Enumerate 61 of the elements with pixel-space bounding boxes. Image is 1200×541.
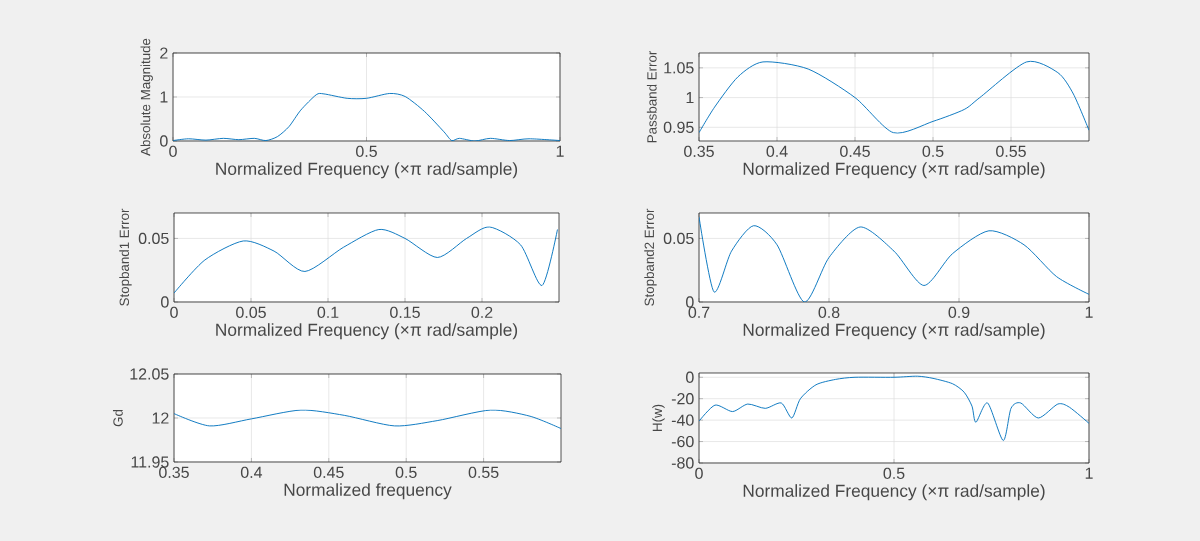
- line-series: [174, 409, 561, 430]
- y-tick-label: 0.05: [138, 232, 169, 245]
- x-axis-title: Normalized Frequency (×π rad/sample): [743, 162, 1045, 179]
- x-tick-label: 0.1: [317, 306, 339, 319]
- y-tick-label: -40: [671, 414, 694, 426]
- y-axis-title: Passband Error: [646, 50, 657, 143]
- x-tick-label: 0.8: [818, 306, 840, 319]
- y-tick-label: 12.05: [130, 368, 169, 380]
- y-tick-label: 1.05: [664, 62, 694, 74]
- y-tick-label: 0: [161, 296, 169, 308]
- y-tick-label: 11.95: [131, 456, 169, 468]
- x-tick-label: 0.4: [766, 145, 788, 158]
- x-tick-label: 0.4: [240, 466, 263, 479]
- y-tick-label: -20: [671, 393, 694, 405]
- line-series: [699, 216, 1089, 302]
- y-tick-label: 0: [686, 371, 694, 383]
- x-tick-label: 1: [1085, 306, 1093, 318]
- x-tick-label: 0: [170, 306, 178, 319]
- y-axis-title: Absolute Magnitude: [140, 38, 153, 156]
- x-tick-label: 0.7: [688, 306, 710, 319]
- x-tick-label: 0.55: [996, 145, 1026, 158]
- y-axis-title: H(w): [652, 404, 665, 431]
- x-tick-label: 0.2: [471, 306, 493, 319]
- x-tick-label: 0: [169, 145, 177, 158]
- y-axis-title: Gd: [112, 409, 123, 427]
- line-series: [699, 375, 1089, 441]
- x-tick-label: 0.45: [840, 145, 870, 158]
- y-tick-label: -80: [671, 457, 694, 469]
- y-tick-label: 0.05: [663, 232, 694, 245]
- line-series: [173, 92, 560, 141]
- y-tick-label: 0: [686, 296, 694, 308]
- x-axis-title: Normalized Frequency (×π rad/sample): [216, 162, 518, 179]
- x-tick-label: 0.35: [159, 466, 189, 479]
- x-tick-label: 0.15: [390, 306, 420, 319]
- x-tick-label: 0: [695, 467, 703, 480]
- x-tick-label: 0.9: [948, 306, 970, 319]
- y-tick-label: 0.95: [663, 121, 694, 133]
- y-tick-label: 12: [152, 412, 169, 424]
- x-tick-label: 1: [556, 145, 564, 157]
- y-axis-title: Stopband1 Error: [119, 208, 132, 306]
- x-tick-label: 0.5: [883, 467, 905, 480]
- line-series: [174, 226, 558, 294]
- x-tick-label: 0.5: [922, 145, 944, 158]
- x-tick-label: 0.55: [468, 466, 499, 479]
- x-axis-title: Normalized frequency: [284, 483, 452, 500]
- y-tick-label: 2: [160, 47, 168, 59]
- y-tick-label: 0: [160, 135, 168, 147]
- x-tick-label: 0.05: [236, 306, 266, 319]
- x-axis-title: Normalized Frequency (×π rad/sample): [743, 323, 1045, 340]
- x-tick-label: 0.35: [684, 145, 714, 158]
- x-tick-label: 0.45: [313, 466, 344, 479]
- x-tick-label: 0.5: [395, 466, 417, 479]
- x-tick-label: 1: [1085, 467, 1093, 479]
- x-axis-title: Normalized Frequency (×π rad/sample): [743, 484, 1045, 501]
- y-tick-label: 1: [160, 91, 168, 103]
- y-axis-title: Stopband2 Error: [644, 208, 657, 306]
- x-axis-title: Normalized Frequency (×π rad/sample): [216, 323, 518, 340]
- x-tick-label: 0.5: [356, 145, 377, 158]
- y-tick-label: 1: [686, 92, 694, 104]
- line-series: [699, 60, 1089, 134]
- y-tick-label: -60: [671, 435, 694, 448]
